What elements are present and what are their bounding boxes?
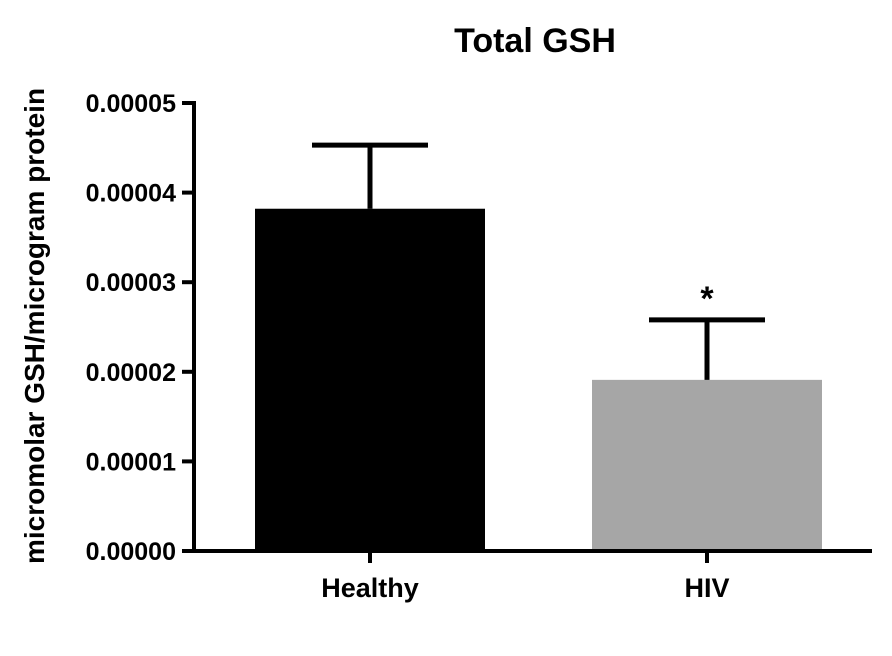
significance-marker: * (700, 280, 714, 318)
y-tick-label: 0.00000 (86, 538, 176, 566)
x-tick-label-healthy: Healthy (321, 573, 419, 603)
y-tick-label: 0.00005 (86, 90, 176, 118)
y-axis-label: micromolar GSH/microgram protein (19, 88, 50, 564)
y-tick-label: 0.00003 (86, 269, 176, 297)
chart-title: Total GSH (454, 22, 616, 60)
y-tick-label: 0.00001 (86, 448, 176, 476)
y-tick-label: 0.00004 (86, 180, 176, 208)
bar-healthy (255, 208, 485, 551)
x-tick-label-hiv: HIV (684, 573, 729, 603)
plot-area: Healthy HIV * 0.00000 0.00001 0.00002 0.00003 0… (86, 90, 872, 603)
bar-hiv (592, 379, 822, 551)
y-tick-label: 0.00002 (86, 359, 176, 387)
